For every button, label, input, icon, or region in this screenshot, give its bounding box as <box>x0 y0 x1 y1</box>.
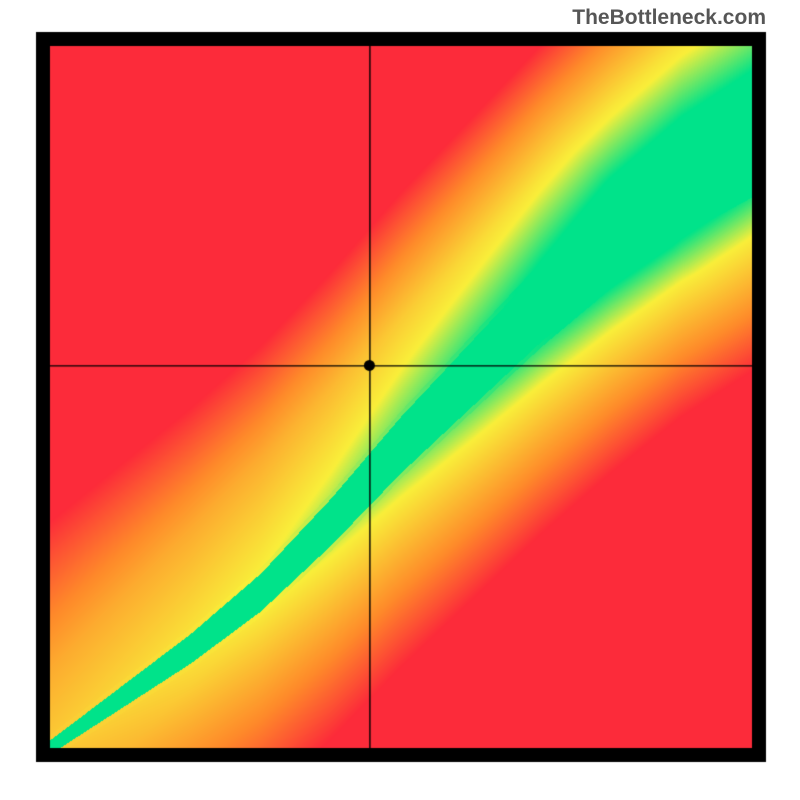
bottleneck-heatmap <box>0 0 800 800</box>
chart-frame: TheBottleneck.com <box>0 0 800 800</box>
watermark-text: TheBottleneck.com <box>572 6 766 30</box>
